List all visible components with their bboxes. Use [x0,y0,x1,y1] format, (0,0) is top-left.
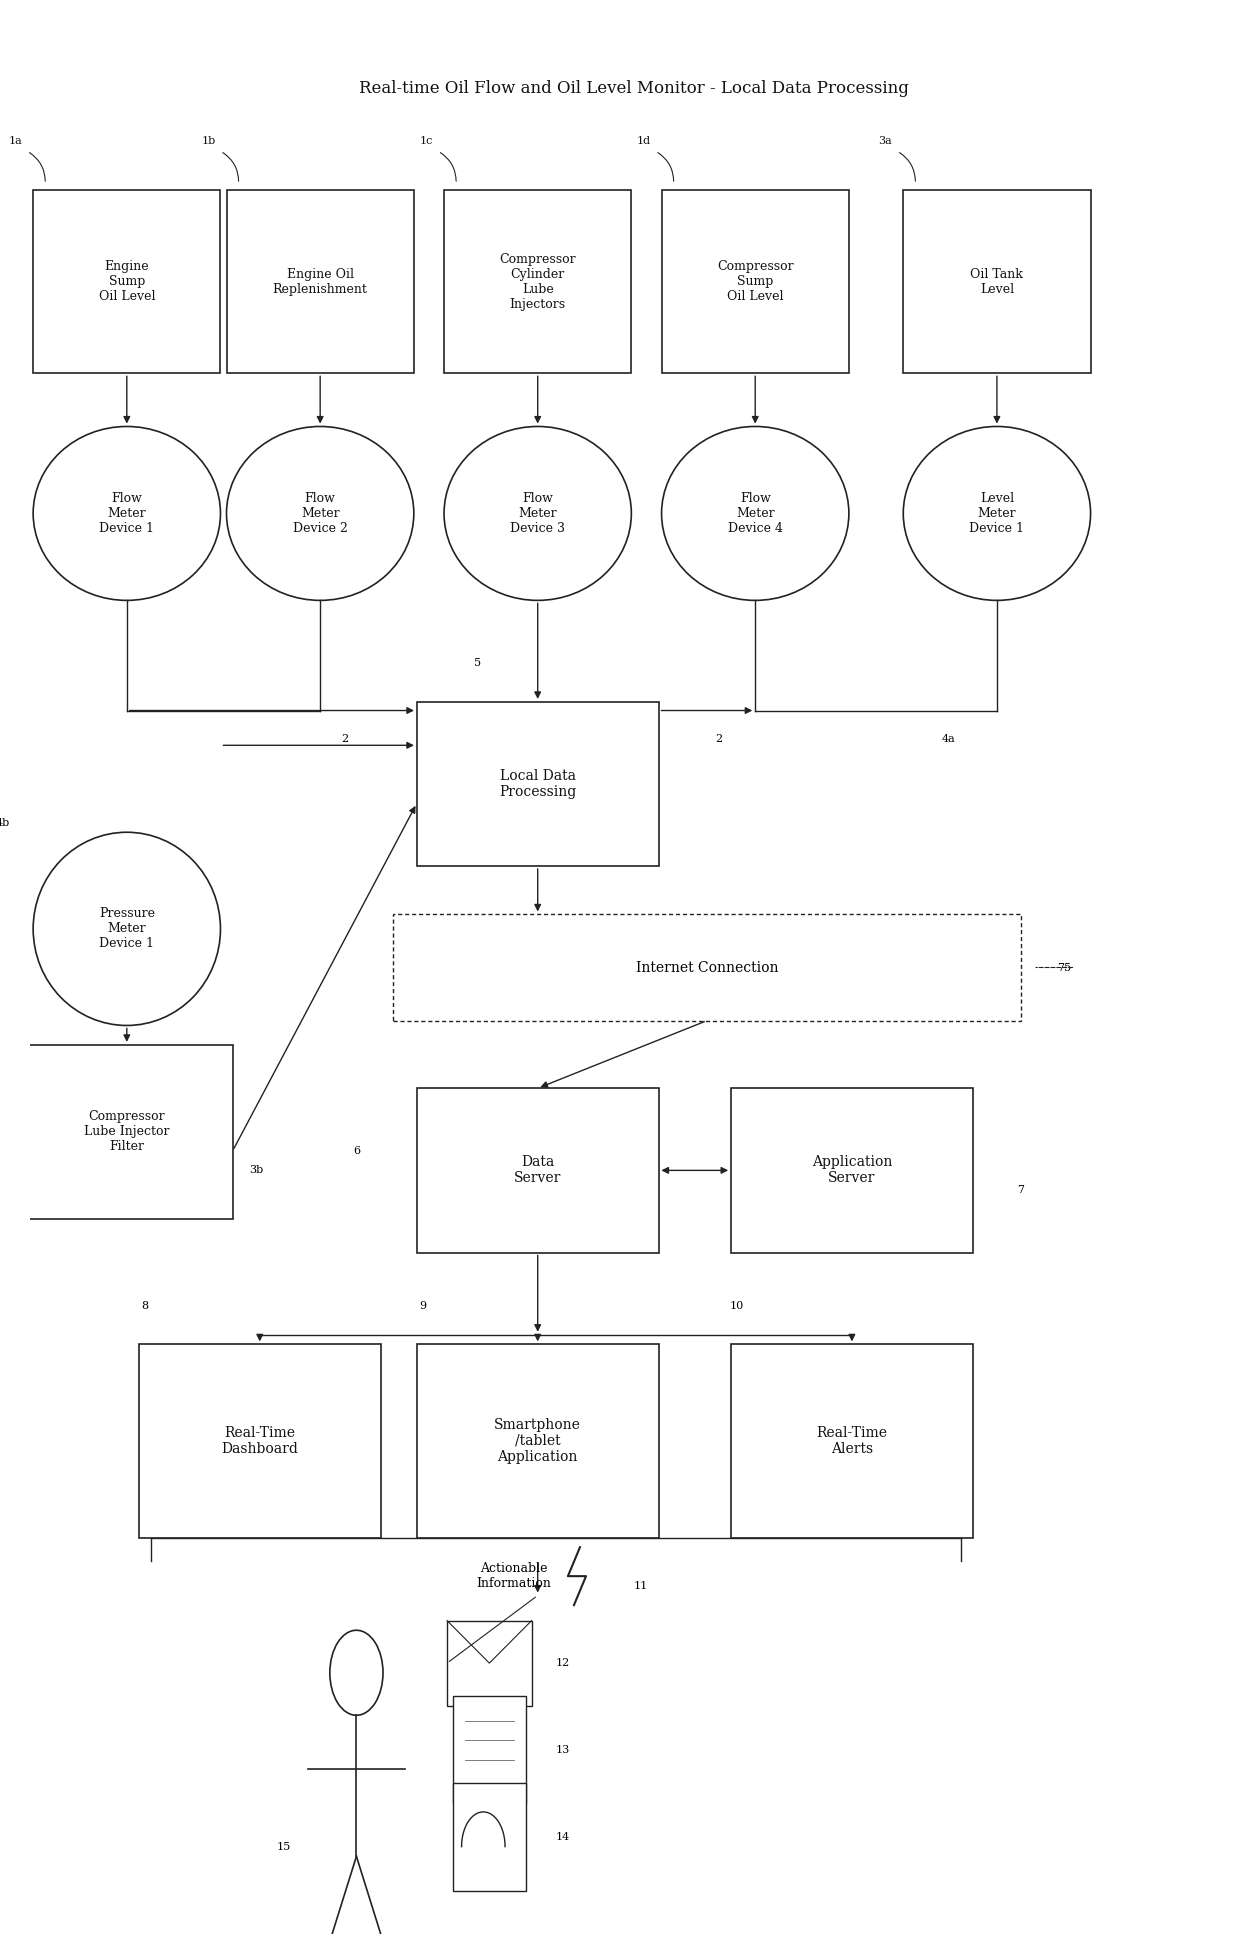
Text: 8: 8 [141,1300,149,1310]
Text: Compressor
Lube Injector
Filter: Compressor Lube Injector Filter [84,1111,170,1153]
Text: 2: 2 [341,735,348,745]
Text: Real-time Oil Flow and Oil Level Monitor - Local Data Processing: Real-time Oil Flow and Oil Level Monitor… [360,79,909,97]
Text: 7: 7 [1018,1184,1024,1194]
Text: 5: 5 [474,658,481,668]
FancyBboxPatch shape [732,1345,972,1538]
FancyBboxPatch shape [417,702,658,867]
FancyBboxPatch shape [662,190,849,373]
Text: Flow
Meter
Device 1: Flow Meter Device 1 [99,491,154,534]
Text: 14: 14 [556,1832,570,1842]
Text: 1c: 1c [419,137,433,147]
Text: Level
Meter
Device 1: Level Meter Device 1 [970,491,1024,534]
Text: Internet Connection: Internet Connection [636,960,779,975]
Text: 12: 12 [556,1658,570,1668]
Text: 2: 2 [715,735,723,745]
Text: Data
Server: Data Server [515,1155,562,1186]
Text: Flow
Meter
Device 3: Flow Meter Device 3 [510,491,565,534]
Ellipse shape [33,832,221,1026]
Text: Oil Tank
Level: Oil Tank Level [971,267,1023,296]
FancyBboxPatch shape [444,190,631,373]
Text: 13: 13 [556,1745,570,1755]
Text: 10: 10 [730,1300,744,1310]
FancyBboxPatch shape [732,1087,972,1252]
Text: Engine Oil
Replenishment: Engine Oil Replenishment [273,267,367,296]
FancyBboxPatch shape [453,1782,526,1890]
Text: 1d: 1d [636,137,651,147]
Text: Actionable
Information: Actionable Information [476,1562,551,1591]
FancyBboxPatch shape [227,190,414,373]
Ellipse shape [227,426,414,600]
Text: Smartphone
/tablet
Application: Smartphone /tablet Application [495,1418,582,1465]
Text: 3a: 3a [878,137,892,147]
Ellipse shape [903,426,1090,600]
Text: 4a: 4a [941,735,956,745]
FancyBboxPatch shape [417,1087,658,1252]
Text: Pressure
Meter
Device 1: Pressure Meter Device 1 [99,908,155,950]
Text: 6: 6 [353,1146,360,1155]
FancyBboxPatch shape [453,1695,526,1803]
Text: 4b: 4b [0,819,10,828]
Ellipse shape [444,426,631,600]
FancyBboxPatch shape [139,1345,381,1538]
FancyBboxPatch shape [417,1345,658,1538]
Text: Engine
Sump
Oil Level: Engine Sump Oil Level [98,259,155,304]
Text: Flow
Meter
Device 4: Flow Meter Device 4 [728,491,782,534]
Text: Compressor
Sump
Oil Level: Compressor Sump Oil Level [717,259,794,304]
Text: 3b: 3b [249,1165,264,1175]
Text: 9: 9 [419,1300,427,1310]
FancyBboxPatch shape [21,1045,233,1219]
Text: Local Data
Processing: Local Data Processing [498,768,577,799]
Text: Flow
Meter
Device 2: Flow Meter Device 2 [293,491,347,534]
Text: Compressor
Cylinder
Lube
Injectors: Compressor Cylinder Lube Injectors [500,253,577,310]
Ellipse shape [33,426,221,600]
Text: 75: 75 [1058,962,1071,973]
FancyBboxPatch shape [393,915,1021,1020]
Text: 1b: 1b [201,137,216,147]
Text: 15: 15 [277,1842,291,1852]
FancyBboxPatch shape [33,190,221,373]
Text: 11: 11 [634,1581,647,1591]
Text: 1a: 1a [9,137,22,147]
FancyBboxPatch shape [903,190,1090,373]
Ellipse shape [662,426,849,600]
FancyBboxPatch shape [448,1622,532,1705]
Text: Real-Time
Dashboard: Real-Time Dashboard [221,1426,298,1455]
Text: Application
Server: Application Server [812,1155,892,1186]
Text: Real-Time
Alerts: Real-Time Alerts [816,1426,888,1455]
